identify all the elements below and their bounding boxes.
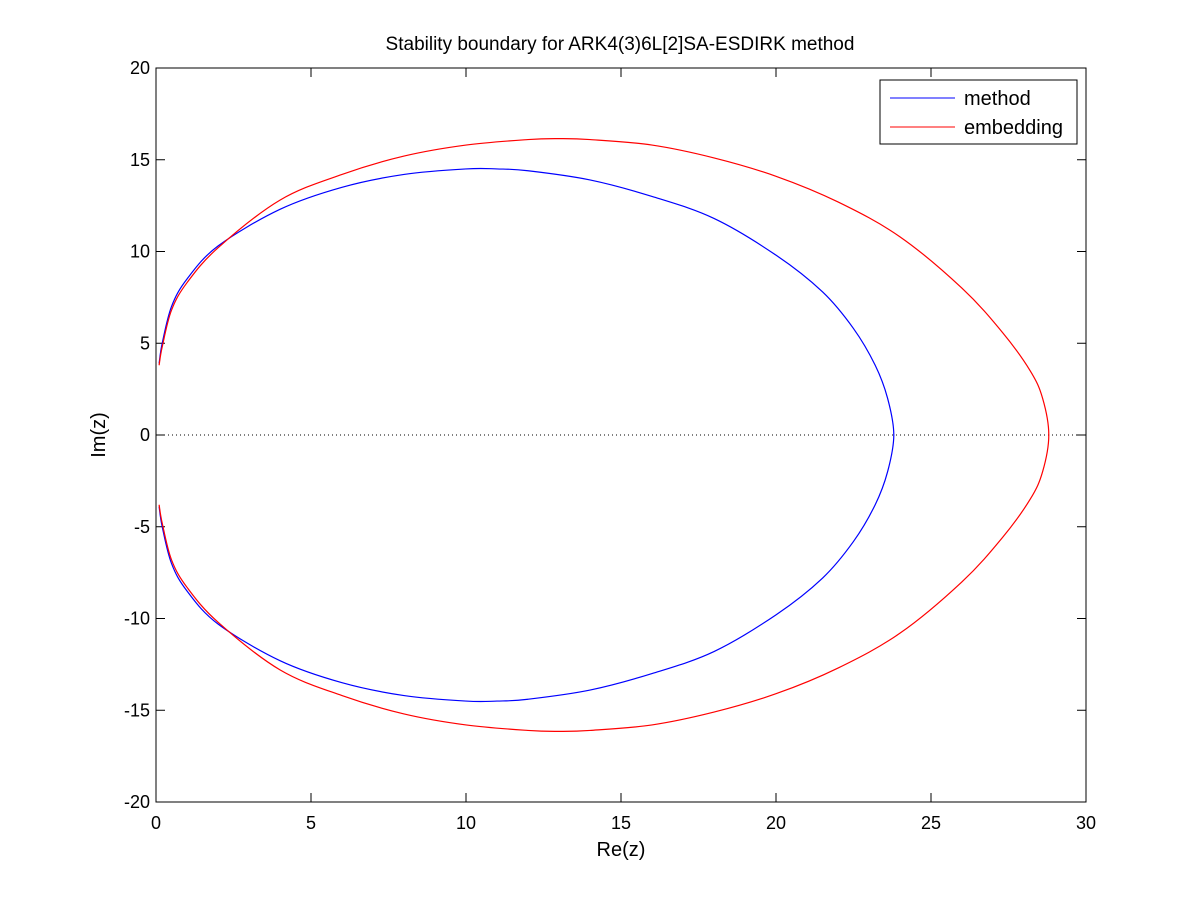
x-tick-label-1: 5: [306, 813, 316, 833]
x-tick-label-4: 20: [766, 813, 786, 833]
y-tick-label-2: -10: [124, 609, 150, 629]
chart-title: Stability boundary for ARK4(3)6L[2]SA-ES…: [386, 34, 855, 55]
x-tick-label-2: 10: [456, 813, 476, 833]
y-tick-label-0: -20: [124, 792, 150, 812]
y-tick-label-8: 20: [130, 58, 150, 78]
legend-label-embedding: embedding: [964, 117, 1063, 139]
y-tick-label-7: 15: [130, 150, 150, 170]
y-axis-label: Im(z): [88, 412, 110, 458]
x-tick-label-6: 30: [1076, 813, 1096, 833]
x-tick-labels: 0 5 10 15 20 25 30: [151, 813, 1096, 833]
legend-label-method: method: [964, 88, 1031, 110]
y-tick-label-1: -15: [124, 700, 150, 720]
legend-box: [879, 79, 1078, 145]
y-tick-label-5: 5: [140, 333, 150, 353]
series-lines: [158, 138, 1050, 732]
y-tick-label-4: 0: [140, 425, 150, 445]
series-line-embedding: [158, 138, 1050, 732]
x-axis-label: Re(z): [597, 839, 646, 861]
legend: method embedding: [879, 79, 1078, 145]
y-tick-labels: -20 -15 -10 -5 0 5 10 15 20: [124, 58, 150, 812]
x-tick-label-5: 25: [921, 813, 941, 833]
series-line-method: [158, 167, 895, 703]
y-tick-label-3: -5: [134, 517, 150, 537]
axis-ticks: [155, 67, 1087, 803]
y-tick-label-6: 10: [130, 242, 150, 262]
x-tick-label-3: 15: [611, 813, 631, 833]
x-tick-label-0: 0: [151, 813, 161, 833]
